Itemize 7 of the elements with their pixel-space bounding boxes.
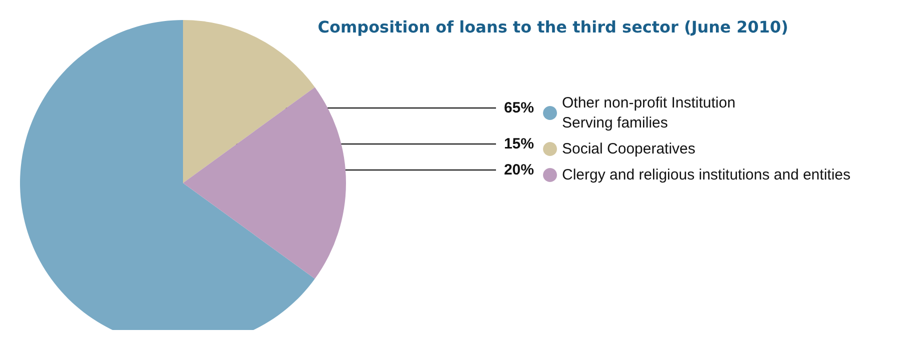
data-label: 15% xyxy=(504,136,534,152)
legend-label: Clergy and religious institutions and entities xyxy=(562,166,850,184)
data-label: 65% xyxy=(504,100,534,116)
legend-label: Social Cooperatives xyxy=(562,140,696,158)
chart-title: Composition of loans to the third sector (June 2010) xyxy=(318,18,788,36)
data-label: 20% xyxy=(504,162,534,178)
legend-label: Other non-profit Institution Serving families xyxy=(562,94,736,132)
